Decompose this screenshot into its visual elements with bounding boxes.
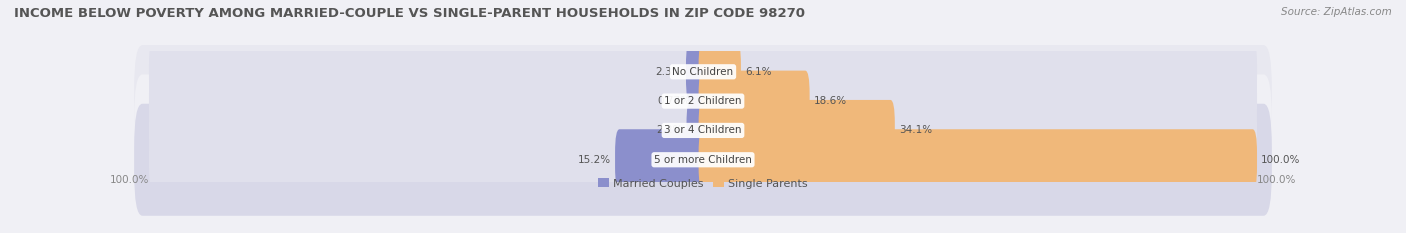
FancyBboxPatch shape	[686, 100, 707, 161]
FancyBboxPatch shape	[699, 100, 1257, 161]
FancyBboxPatch shape	[686, 41, 707, 102]
Text: 1 or 2 Children: 1 or 2 Children	[664, 96, 742, 106]
FancyBboxPatch shape	[134, 16, 1272, 128]
Text: 2.2%: 2.2%	[657, 125, 683, 135]
Text: 34.1%: 34.1%	[898, 125, 932, 135]
Text: 0.77%: 0.77%	[658, 96, 690, 106]
FancyBboxPatch shape	[699, 41, 1257, 102]
FancyBboxPatch shape	[149, 41, 707, 102]
FancyBboxPatch shape	[699, 129, 1257, 190]
Text: 100.0%: 100.0%	[1261, 155, 1301, 165]
Legend: Married Couples, Single Parents: Married Couples, Single Parents	[595, 175, 811, 192]
FancyBboxPatch shape	[149, 129, 707, 190]
FancyBboxPatch shape	[134, 74, 1272, 186]
Text: 2.3%: 2.3%	[655, 67, 682, 77]
FancyBboxPatch shape	[699, 129, 1257, 190]
FancyBboxPatch shape	[149, 100, 707, 161]
FancyBboxPatch shape	[699, 71, 810, 132]
FancyBboxPatch shape	[149, 71, 707, 132]
Text: No Children: No Children	[672, 67, 734, 77]
FancyBboxPatch shape	[699, 41, 741, 102]
Text: 100.0%: 100.0%	[110, 175, 149, 185]
Text: 100.0%: 100.0%	[1257, 175, 1296, 185]
Text: 15.2%: 15.2%	[578, 155, 612, 165]
Text: 5 or more Children: 5 or more Children	[654, 155, 752, 165]
Text: 3 or 4 Children: 3 or 4 Children	[664, 125, 742, 135]
FancyBboxPatch shape	[134, 45, 1272, 157]
FancyBboxPatch shape	[699, 71, 1257, 132]
FancyBboxPatch shape	[134, 104, 1272, 216]
Text: 6.1%: 6.1%	[745, 67, 772, 77]
Text: 18.6%: 18.6%	[814, 96, 846, 106]
FancyBboxPatch shape	[699, 100, 894, 161]
Text: Source: ZipAtlas.com: Source: ZipAtlas.com	[1281, 7, 1392, 17]
FancyBboxPatch shape	[695, 71, 707, 132]
FancyBboxPatch shape	[614, 129, 707, 190]
Text: INCOME BELOW POVERTY AMONG MARRIED-COUPLE VS SINGLE-PARENT HOUSEHOLDS IN ZIP COD: INCOME BELOW POVERTY AMONG MARRIED-COUPL…	[14, 7, 806, 20]
